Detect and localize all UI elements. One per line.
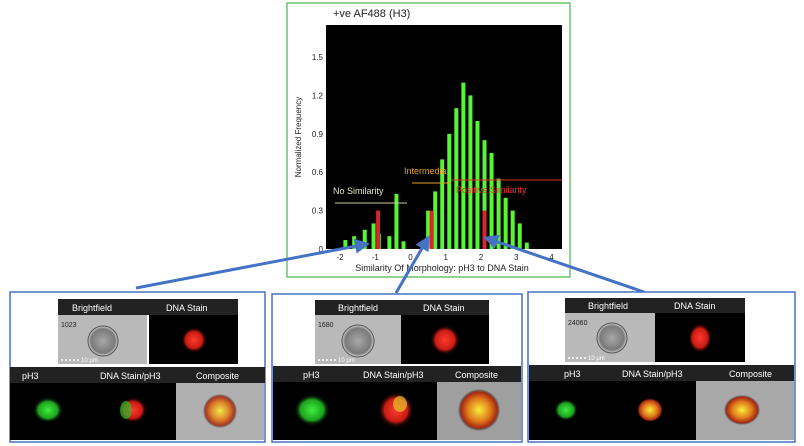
composite-label: Composite [729,369,772,379]
cell-id: 1680 [318,322,334,329]
arrow-to-cell-2 [394,235,430,294]
cell-body [341,324,375,358]
bottom-label-bar [10,367,265,383]
x-tick-label: 3 [514,253,519,262]
brightfield-label: Brightfield [72,303,112,313]
histogram-bar [433,191,438,249]
histogram-bar [394,193,399,249]
intermediate-label: Intermedia [404,166,447,176]
dna-stain-label: DNA Stain [166,303,208,313]
ph3-label: pH3 [564,369,581,379]
x-tick-label: -2 [337,253,345,262]
histogram: +ve AF488 (H3) No Similarity Intermedia … [286,2,571,278]
y-tick-label: 0 [319,245,324,254]
arrow-to-cell-1 [135,238,370,290]
bars-layer [343,82,529,250]
brightfield-label: Brightfield [588,301,628,311]
x-tick-label: 4 [549,253,554,262]
bottom-label-bar [529,365,794,381]
dna-blob [430,325,460,355]
cell-panel-3: Brightfield DNA Stain 24060 10 μm pH3 DN… [527,291,796,443]
x-tick-label: 0 [408,253,413,262]
y-tick-label: 0.9 [312,130,324,139]
selected-cell-marker [376,210,381,249]
dna-stain-label: DNA Stain [423,303,465,313]
y-tick-label: 0.6 [312,168,324,177]
y-tick-label: 0.3 [312,207,324,216]
histogram-title: +ve AF488 (H3) [333,8,410,20]
histogram-bar [496,178,501,249]
histogram-bar [524,242,529,249]
selected-cell-marker [429,210,434,249]
histogram-bar [510,210,515,249]
top-label-bar [565,298,745,313]
top-label-bar [315,300,489,315]
histogram-bar [371,223,376,249]
histogram-bar [489,153,494,249]
composite-label: Composite [196,371,239,381]
histogram-bar [447,133,452,249]
ph3-blob [554,399,578,421]
cell-id: 1023 [61,322,77,329]
no-similarity-label: No Similarity [333,186,384,196]
histogram-bar [454,108,459,249]
markers-layer [376,210,487,249]
ph3-blob [294,394,330,426]
y-tick-labels: 0 0.3 0.6 0.9 1.2 1.5 [312,53,324,254]
histogram-bar [387,236,392,249]
bottom-label-bar [273,366,521,382]
dna-ph3-green-blob [120,401,132,419]
arrow-to-cell-3 [483,234,645,294]
histogram-bar [475,121,480,249]
histogram-bar [468,95,473,250]
histogram-bar [401,241,406,249]
dna-ph3-overlap-blob [393,396,407,412]
y-tick-label: 1.2 [312,91,324,100]
dna-blob [181,327,207,353]
top-label-bar [58,299,238,315]
x-tick-label: 1 [444,253,449,262]
composite-blob [724,395,760,425]
histogram-bar [461,82,466,249]
dna-ph3-label: DNA Stain/pH3 [622,369,683,379]
ph3-label: pH3 [22,371,39,381]
cell-panel-1: Brightfield DNA Stain 1023 10 μm pH3 DNA… [9,291,266,443]
cell-id: 24060 [568,320,588,327]
y-tick-label: 1.5 [312,53,324,62]
dna-ph3-label: DNA Stain/pH3 [363,370,424,380]
cell-body [596,322,628,354]
scale-label: 10 μm [338,358,355,364]
composite-blob [458,389,500,431]
scale-label: 10 μm [81,358,98,364]
cell-panel-2: Brightfield DNA Stain 1680 10 μm pH3 DNA… [271,293,523,443]
arrows [135,234,645,294]
dna-ph3-blob [637,398,663,422]
ph3-blob [33,397,63,423]
histogram-bar [517,223,522,249]
histogram-bar [440,159,445,249]
y-axis-label: Normalized Frequency [294,97,303,177]
dna-stain-label: DNA Stain [674,301,716,311]
ph3-label: pH3 [303,370,320,380]
cell-body [87,325,119,357]
brightfield-label: Brightfield [338,303,378,313]
x-tick-labels: -2 -1 0 1 2 3 4 [337,253,555,262]
histogram-bar [343,240,348,249]
scale-label: 10 μm [588,356,605,362]
positive-similarity-label: Positive Similarity [456,185,527,195]
histogram-bar [503,197,508,249]
x-axis-label: Similarity Of Morphology: pH3 to DNA Sta… [355,263,529,273]
histogram-bar [482,140,487,249]
dna-ph3-label: DNA Stain/pH3 [100,371,161,381]
histogram-bar [426,210,431,249]
composite-blob [203,394,237,428]
x-tick-label: 2 [479,253,484,262]
dna-blob [688,323,712,353]
x-tick-label: -1 [372,253,380,262]
selected-cell-marker [482,210,487,249]
composite-label: Composite [455,370,498,380]
